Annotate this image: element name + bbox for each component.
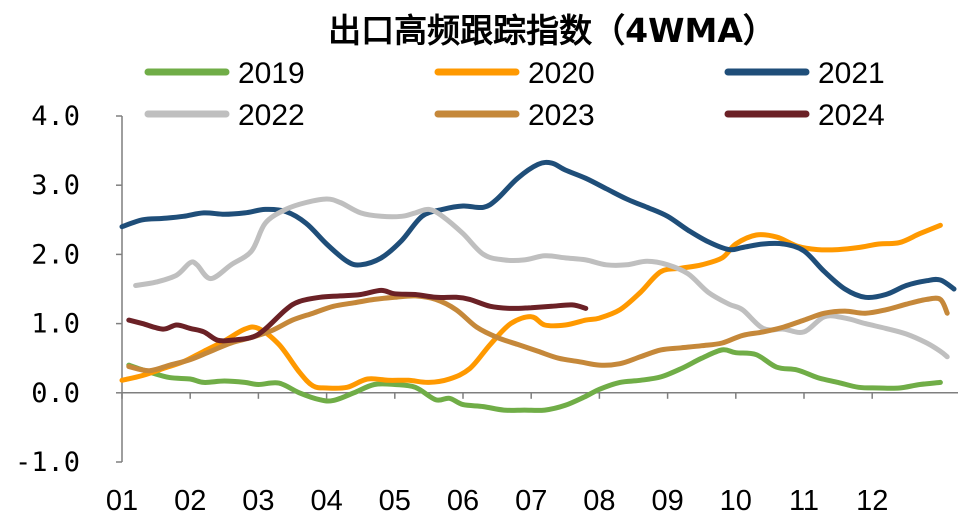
plot-lines <box>119 159 957 413</box>
y-tick-label: 1.0 <box>31 309 80 340</box>
y-tick-label: 3.0 <box>31 170 80 201</box>
y-tick-label: 4.0 <box>31 101 80 132</box>
x-tick-label: 05 <box>379 485 411 517</box>
x-tick-label: 06 <box>447 485 479 517</box>
series-line-2021 <box>119 159 957 301</box>
series-line-2022 <box>133 196 950 360</box>
legend-label-2023: 2023 <box>528 99 595 132</box>
x-tick-label: 10 <box>720 485 752 517</box>
legend-label-2019: 2019 <box>238 57 305 90</box>
legend-label-2021: 2021 <box>818 57 885 90</box>
y-tick-label: 2.0 <box>31 239 80 270</box>
x-tick-label: 11 <box>789 485 819 517</box>
legend-label-2022: 2022 <box>238 99 305 132</box>
chart-title: 出口高频跟踪指数（4WMA） <box>328 11 776 50</box>
x-tick-label: 01 <box>106 485 138 517</box>
series-line-2023 <box>126 293 950 374</box>
legend: 2019 2020 2021 2022 2023 2024 <box>144 57 885 132</box>
x-tick-label: 02 <box>174 485 206 517</box>
x-tick-label: 03 <box>242 485 274 517</box>
series-line-2019 <box>126 347 943 413</box>
y-tick-label: -1.0 <box>15 447 80 478</box>
x-tick-label: 08 <box>583 485 615 517</box>
x-tick-label: 12 <box>856 485 888 517</box>
y-tick-label: 0.0 <box>31 378 80 409</box>
series-line-2024 <box>126 287 589 344</box>
axes: 4.0 3.0 2.0 1.0 0.0 -1.0 01 02 03 04 05 06 07 08 09 10 1… <box>15 101 958 517</box>
x-tick-label: 09 <box>651 485 683 517</box>
legend-label-2024: 2024 <box>818 99 885 132</box>
x-tick-label: 07 <box>515 485 547 517</box>
x-tick-label: 04 <box>310 485 342 517</box>
legend-label-2020: 2020 <box>528 57 595 90</box>
